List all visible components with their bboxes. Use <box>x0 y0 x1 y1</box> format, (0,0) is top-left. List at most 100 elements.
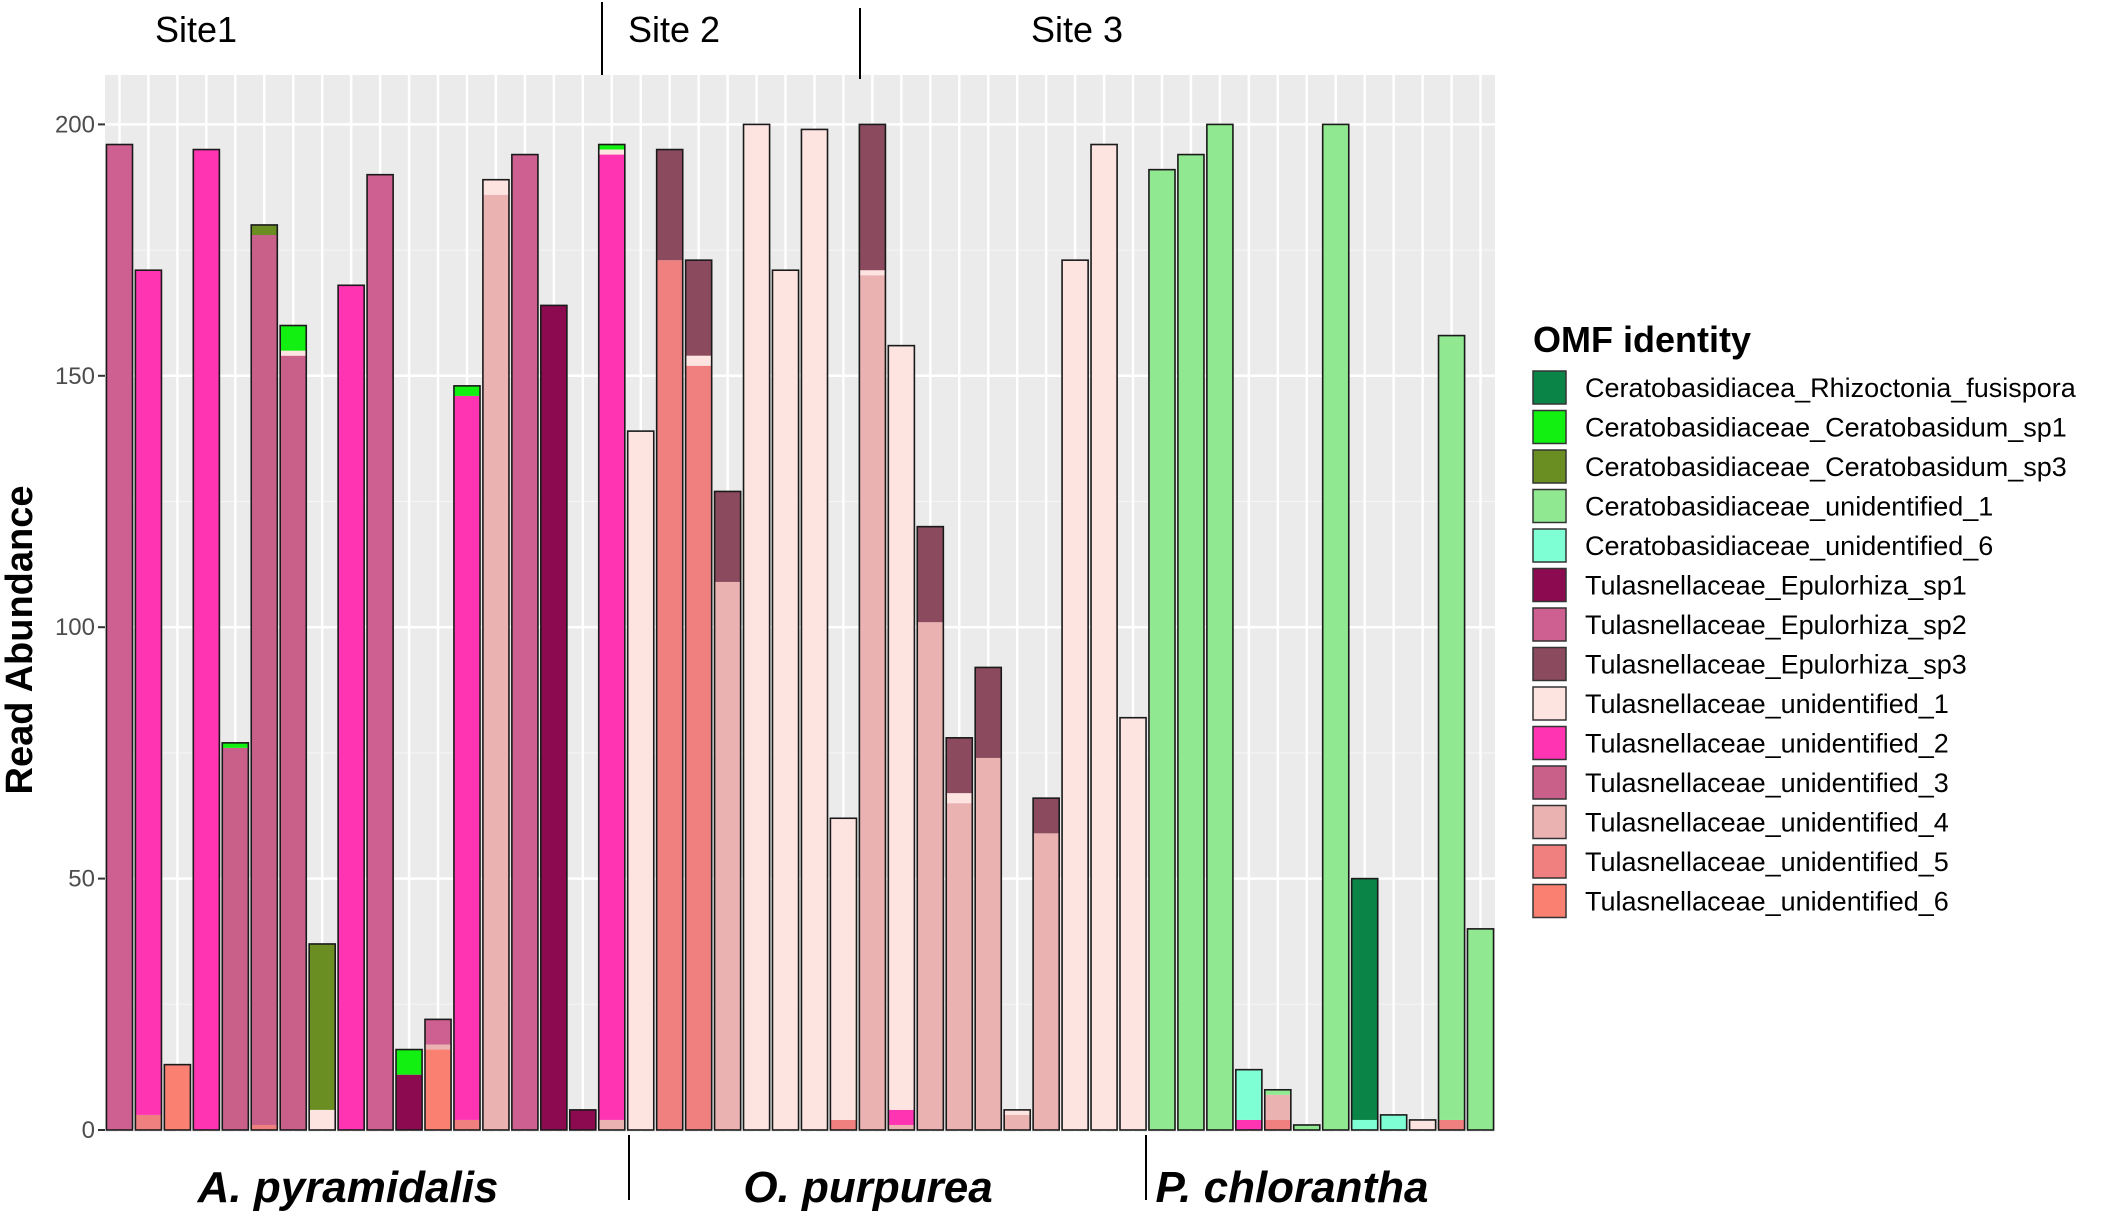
bar-22 <box>713 490 742 1131</box>
bar-44 <box>1350 877 1379 1131</box>
bar-segment <box>685 365 712 1130</box>
bar-segment <box>222 747 249 1130</box>
legend-swatch <box>1532 844 1567 879</box>
bar-outline <box>1061 259 1089 1131</box>
bar-outline <box>887 344 916 1131</box>
bar-34 <box>1061 259 1089 1131</box>
bar-segment <box>598 1119 625 1130</box>
bar-segment <box>309 1109 336 1130</box>
bar-outline <box>858 123 887 1131</box>
bar-segment <box>1235 1119 1262 1130</box>
bar-outline <box>163 1063 192 1131</box>
bar-outline <box>453 385 481 1131</box>
bar-20 <box>655 148 684 1131</box>
bar-outline <box>1235 1068 1263 1131</box>
legend-label: Tulasnellaceae_unidentified_5 <box>1585 847 1949 877</box>
bar-segment <box>453 395 481 1120</box>
bar-14 <box>482 178 510 1131</box>
bar-outline <box>1321 123 1350 1131</box>
legend-label: Tulasnellaceae_unidentified_1 <box>1585 689 1949 719</box>
bar-29 <box>916 525 945 1131</box>
bar-segment <box>1409 1119 1436 1130</box>
bar-outline <box>308 943 337 1131</box>
bar-9 <box>337 284 365 1131</box>
legend-label: Ceratobasidiaceae_Ceratobasidum_sp1 <box>1585 413 2067 443</box>
bar-segment <box>946 793 973 804</box>
bar-1 <box>105 143 134 1131</box>
bar-segment <box>975 667 1002 758</box>
bar-segment <box>280 355 307 1130</box>
bar-segment <box>685 260 712 356</box>
bar-segment <box>164 1064 191 1130</box>
legend-label: Tulasnellaceae_unidentified_3 <box>1585 768 1949 798</box>
bar-segment <box>598 144 625 150</box>
legend-swatch <box>1532 488 1567 524</box>
bar-outline <box>974 666 1003 1131</box>
bar-segment <box>1033 798 1060 834</box>
bar-outline <box>1437 334 1466 1131</box>
legend-swatch <box>1532 449 1567 484</box>
y-tick-label: 100 <box>55 614 95 641</box>
bar-outline <box>395 1048 423 1131</box>
bar-outline <box>192 148 221 1131</box>
bar-segment <box>1264 1119 1291 1130</box>
bar-segment <box>135 270 162 1115</box>
legend-label: Tulasnellaceae_Epulorhiza_sp3 <box>1585 650 1967 680</box>
y-axis-title: Read Abundance <box>0 486 41 795</box>
bar-segment <box>1119 717 1147 1130</box>
bar-segment <box>975 757 1002 1130</box>
bar-segment <box>1033 833 1060 1130</box>
bar-segment <box>1380 1114 1407 1130</box>
bar-segment <box>1351 1119 1378 1130</box>
bar-segment <box>627 431 654 1130</box>
bar-segment <box>1148 169 1176 1131</box>
bar-segment <box>251 224 278 236</box>
bar-outline <box>1090 143 1118 1131</box>
y-tick-label: 150 <box>55 363 95 390</box>
y-tick-label: 50 <box>68 866 95 893</box>
bar-outline <box>1466 928 1495 1131</box>
bar-35 <box>1090 143 1118 1131</box>
bar-5 <box>221 742 250 1131</box>
bar-segment <box>396 1049 423 1075</box>
bar-outline <box>337 284 365 1131</box>
bar-outline <box>800 128 829 1131</box>
bar-outline <box>829 817 858 1131</box>
bar-segment <box>309 943 336 1110</box>
bar-segment <box>424 1049 452 1130</box>
legend-label: Ceratobasidiaceae_unidentified_1 <box>1585 492 1993 522</box>
bar-segment <box>424 1019 452 1045</box>
bar-segment <box>598 154 625 1120</box>
bar-outline <box>1408 1119 1437 1131</box>
bar-43 <box>1321 123 1350 1131</box>
bar-segment <box>540 305 567 1131</box>
bar-outline <box>597 143 626 1131</box>
legend-swatch <box>1532 725 1567 761</box>
bar-outline <box>568 1109 597 1131</box>
legend-swatch <box>1532 883 1567 919</box>
bar-segment <box>888 345 915 1110</box>
bar-segment <box>917 526 944 623</box>
bar-outline <box>424 1018 452 1131</box>
legend-swatch <box>1532 765 1567 800</box>
bar-segment <box>772 270 799 1130</box>
bar-segment <box>424 1044 452 1050</box>
bar-segment <box>830 818 857 1120</box>
bar-segment <box>1206 124 1233 1130</box>
bar-21 <box>684 259 713 1131</box>
bar-3 <box>163 1063 192 1131</box>
bar-45 <box>1379 1114 1408 1131</box>
species-label-2: O. purpurea <box>743 1163 992 1212</box>
legend-label: Tulasnellaceae_Epulorhiza_sp2 <box>1585 610 1967 640</box>
bar-segment <box>1004 1114 1031 1130</box>
bar-38 <box>1177 153 1205 1131</box>
bar-segment <box>396 1074 423 1130</box>
legend-label: Tulasnellaceae_unidentified_4 <box>1585 808 1949 838</box>
bar-7 <box>279 324 308 1131</box>
bar-outline <box>540 304 568 1131</box>
legend: OMF identity Ceratobasidiacea_Rhizoctoni… <box>1532 319 2077 919</box>
bar-6 <box>250 224 279 1131</box>
bar-outline <box>655 148 684 1131</box>
bar-segment <box>367 174 394 1130</box>
species-label-1: A. pyramidalis <box>197 1163 499 1212</box>
